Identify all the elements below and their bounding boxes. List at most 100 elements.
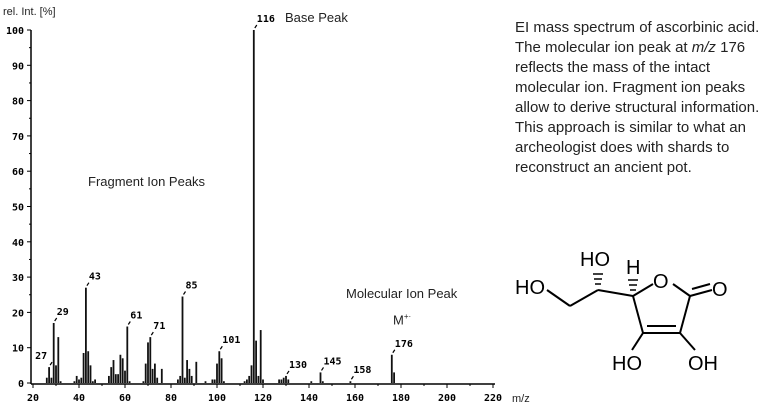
molecule-bonds [546, 283, 713, 351]
peak-bar-26 [45, 377, 48, 383]
peak-bar-119 [259, 330, 262, 383]
peak-bar-53 [108, 375, 110, 383]
fragment-ion-annotation: Fragment Ion Peaks [88, 174, 206, 189]
caption-text-2: 176 reflects the mass of the intact mole… [515, 39, 760, 176]
peak-bar-68 [142, 381, 145, 383]
y-tick-label: 60 [12, 167, 24, 178]
m-plus-text: M [393, 312, 404, 328]
x-tick-label: 40 [73, 393, 85, 404]
peak-label-tick [219, 345, 223, 350]
peak-bar-114 [248, 375, 251, 383]
peak-bar-103 [223, 381, 225, 383]
peak-bar-129 [282, 377, 285, 383]
x-axis-label: m/z [512, 393, 530, 405]
peak-bar-100 [216, 363, 218, 383]
peak-bar-95 [204, 381, 207, 383]
peak-bar-54 [110, 367, 113, 383]
peak-bar-98 [211, 379, 214, 383]
peak-label-tick [183, 291, 186, 295]
peak-bar-83 [177, 379, 179, 383]
y-axis-label: rel. Int. [%] [3, 6, 56, 18]
h-label: H [626, 257, 640, 279]
peak-bar-38 [73, 381, 76, 383]
ho-top-label: HO [580, 249, 610, 271]
peak-bar-31 [57, 337, 60, 383]
peak-label-43: 43 [89, 272, 101, 283]
peak-label-29: 29 [57, 307, 69, 318]
peak-bar-58 [119, 354, 122, 383]
y-tick-label: 40 [12, 238, 24, 249]
peak-bar-56 [114, 374, 117, 383]
peak-bar-130 [285, 375, 287, 383]
peak-bar-118 [257, 375, 260, 383]
x-tick-label: 180 [392, 393, 410, 404]
peak-bar-131 [287, 379, 290, 383]
peak-bar-72 [151, 368, 154, 383]
peak-label-85: 85 [186, 281, 198, 292]
y-tick-label: 50 [12, 203, 24, 214]
x-tick-label: 100 [208, 393, 226, 404]
peak-bar-128 [280, 379, 283, 383]
ho-bottom-label: HO [612, 353, 642, 373]
peak-label-tick [350, 375, 354, 380]
peak-label-27: 27 [35, 351, 47, 362]
ho-left-label: HO [515, 277, 545, 299]
peak-bar-69 [144, 363, 147, 383]
peak-bar-39 [75, 375, 78, 383]
peak-bar-84 [179, 375, 182, 383]
peak-bar-41 [80, 377, 83, 383]
peak-bar-27 [48, 367, 50, 383]
y-tick-label: 20 [12, 308, 24, 319]
peak-bar-60 [124, 370, 126, 383]
caption-text-1: EI mass spectrum of ascorbinic acid. The… [515, 19, 760, 56]
peak-bar-145 [319, 372, 322, 383]
y-tick-label: 70 [12, 132, 24, 143]
peak-bar-102 [220, 358, 223, 383]
peak-bar-85 [181, 296, 184, 383]
peak-label-tick [321, 367, 324, 371]
peak-bar-28 [50, 377, 53, 383]
peak-bar-91 [195, 361, 198, 383]
y-tick-label: 100 [6, 26, 24, 37]
peak-bar-88 [188, 368, 191, 383]
peak-bar-112 [243, 381, 246, 383]
peak-bar-45 [89, 365, 92, 383]
peak-bar-141 [310, 381, 313, 383]
peak-bar-71 [149, 337, 152, 383]
x-tick-label: 80 [165, 393, 177, 404]
peak-bar-89 [190, 375, 193, 383]
peak-bar-43 [85, 287, 87, 383]
peak-bar-101 [218, 351, 221, 383]
peak-bar-32 [59, 381, 62, 383]
peak-bar-61 [126, 326, 129, 383]
y-tick-label: 30 [12, 273, 24, 284]
peak-label-176: 176 [395, 339, 413, 350]
x-tick-label: 220 [484, 393, 502, 404]
peak-bar-59 [121, 358, 124, 383]
peak-bar-87 [186, 360, 188, 383]
peak-bar-57 [117, 374, 119, 383]
peak-label-158: 158 [353, 365, 371, 376]
peak-label-tick [86, 282, 90, 287]
peak-bar-116 [252, 30, 255, 383]
peak-label-tick [127, 321, 131, 325]
o-carbonyl-label: O [712, 279, 728, 301]
peak-label-145: 145 [324, 356, 342, 367]
peak-bar-70 [147, 342, 149, 383]
peak-bar-30 [55, 365, 57, 383]
peak-bar-73 [154, 363, 156, 383]
peak-label-tick [49, 361, 53, 366]
y-tick-label: 10 [12, 344, 24, 355]
peak-label-101: 101 [222, 335, 240, 346]
x-tick-label: 160 [346, 393, 364, 404]
x-tick-label: 140 [300, 393, 318, 404]
peak-label-71: 71 [153, 321, 165, 332]
peak-bar-40 [78, 379, 80, 383]
peak-label-tick [286, 370, 290, 375]
peak-bar-62 [128, 381, 131, 383]
ascorbic-acid-structure: HO HO H O O HO OH [515, 249, 728, 373]
molecular-ion-annotation: Molecular Ion Peak [346, 286, 458, 301]
hashed-wedges [593, 273, 638, 291]
peak-bar-146 [321, 381, 324, 383]
peak-bar-74 [156, 377, 159, 383]
